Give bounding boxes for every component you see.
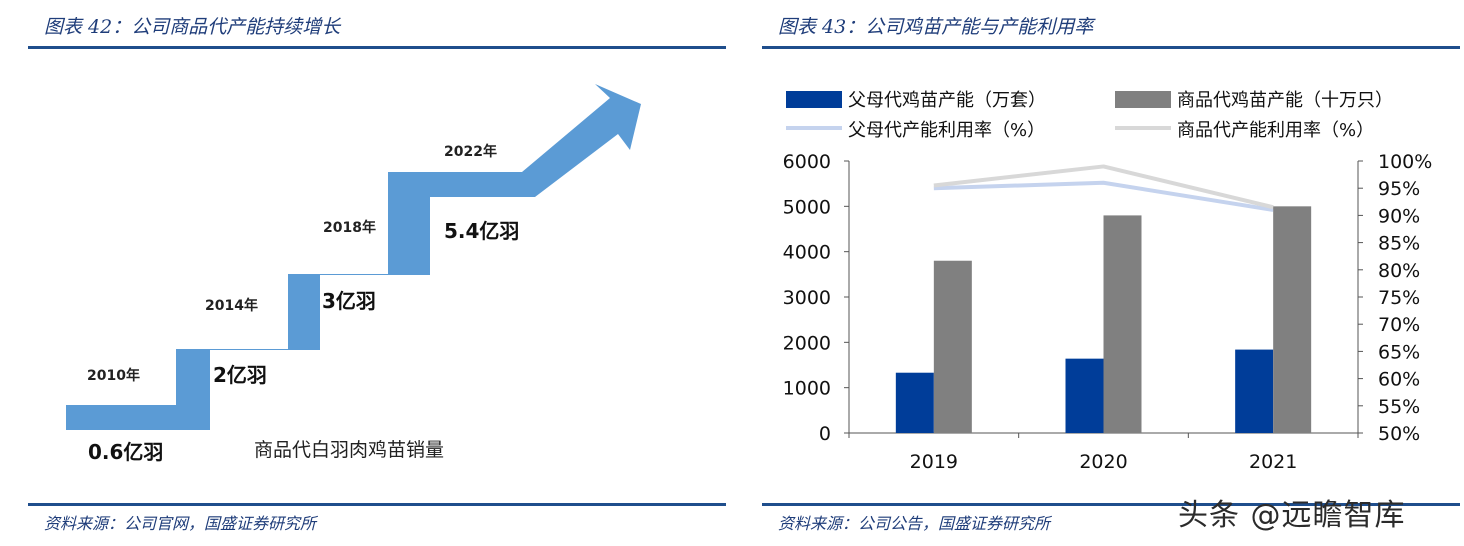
right-panel-title: 图表 43：公司鸡苗产能与产能利用率 xyxy=(778,16,1094,38)
right-y-tick-label: 85% xyxy=(1378,233,1420,255)
legend-label-commercial-capacity: 商品代鸡苗产能（十万只） xyxy=(1177,90,1393,111)
right-y-tick-label: 60% xyxy=(1378,369,1420,391)
step-value-label: 3亿羽 xyxy=(322,289,376,313)
left-y-tick-label: 2000 xyxy=(783,332,831,354)
left-panel-title: 图表 42：公司商品代产能持续增长 xyxy=(44,16,341,38)
left-title-rule xyxy=(28,46,726,49)
x-tick-label: 2019 xyxy=(910,451,958,473)
watermark: 头条 @远瞻智库 xyxy=(1178,498,1406,533)
left-y-tick-label: 1000 xyxy=(783,378,831,400)
right-y-tick-label: 100% xyxy=(1378,151,1432,173)
right-y-tick-label: 55% xyxy=(1378,396,1420,418)
bar-commercial-capacity xyxy=(933,260,972,433)
right-source-note: 资料来源：公司公告，国盛证券研究所 xyxy=(778,514,1051,533)
right-source-rule xyxy=(762,503,1460,506)
left-y-tick-label: 6000 xyxy=(783,151,831,173)
step-year-label: 2018年 xyxy=(323,219,376,236)
bar-commercial-capacity xyxy=(1273,206,1312,433)
legend-swatch-parent-capacity xyxy=(786,91,842,108)
step-year-label: 2014年 xyxy=(205,297,258,314)
bar-parent-capacity xyxy=(1065,358,1104,433)
growth-staircase-graphic: 2010年 0.6亿羽 2014年 2亿羽 2018年 3亿羽 2022年 5.… xyxy=(66,84,641,464)
left-source-note: 资料来源：公司官网，国盛证券研究所 xyxy=(44,514,317,533)
bar-commercial-capacity xyxy=(1103,215,1142,433)
legend-label-commercial-utilization: 商品代产能利用率（%） xyxy=(1177,120,1374,141)
utilization-line-2 xyxy=(933,180,1274,212)
legend-label-parent-capacity: 父母代鸡苗产能（万套） xyxy=(848,90,1046,111)
step-year-label: 2010年 xyxy=(87,367,140,384)
staircase-caption: 商品代白羽肉鸡苗销量 xyxy=(254,439,444,461)
right-title-rule xyxy=(762,46,1460,49)
right-y-tick-label: 65% xyxy=(1378,341,1420,363)
left-y-tick-label: 3000 xyxy=(783,287,831,309)
step-year-label: 2022年 xyxy=(444,143,497,160)
right-y-tick-label: 50% xyxy=(1378,423,1420,445)
utilization-line-3 xyxy=(933,164,1274,210)
right-y-tick-label: 70% xyxy=(1378,314,1420,336)
step-value-label: 0.6亿羽 xyxy=(88,440,163,464)
capacity-chart: 父母代鸡苗产能（万套） 商品代鸡苗产能（十万只） 父母代产能利用率（%） 商品代… xyxy=(783,90,1433,473)
bar-parent-capacity xyxy=(895,372,934,433)
step-value-label: 2亿羽 xyxy=(213,363,267,387)
left-y-tick-label: 0 xyxy=(819,423,831,445)
step-value-label: 5.4亿羽 xyxy=(444,219,519,243)
left-y-tick-label: 4000 xyxy=(783,242,831,264)
legend-label-parent-utilization: 父母代产能利用率（%） xyxy=(848,120,1045,141)
x-tick-label: 2020 xyxy=(1079,451,1127,473)
right-y-tick-label: 95% xyxy=(1378,178,1420,200)
right-y-tick-label: 80% xyxy=(1378,260,1420,282)
legend-swatch-commercial-capacity xyxy=(1115,91,1171,108)
right-y-tick-label: 75% xyxy=(1378,287,1420,309)
left-y-tick-label: 5000 xyxy=(783,196,831,218)
left-source-rule xyxy=(28,503,726,506)
x-tick-label: 2021 xyxy=(1249,451,1297,473)
bar-parent-capacity xyxy=(1235,349,1274,433)
right-y-tick-label: 90% xyxy=(1378,205,1420,227)
chart-legend: 父母代鸡苗产能（万套） 商品代鸡苗产能（十万只） 父母代产能利用率（%） 商品代… xyxy=(786,90,1393,141)
